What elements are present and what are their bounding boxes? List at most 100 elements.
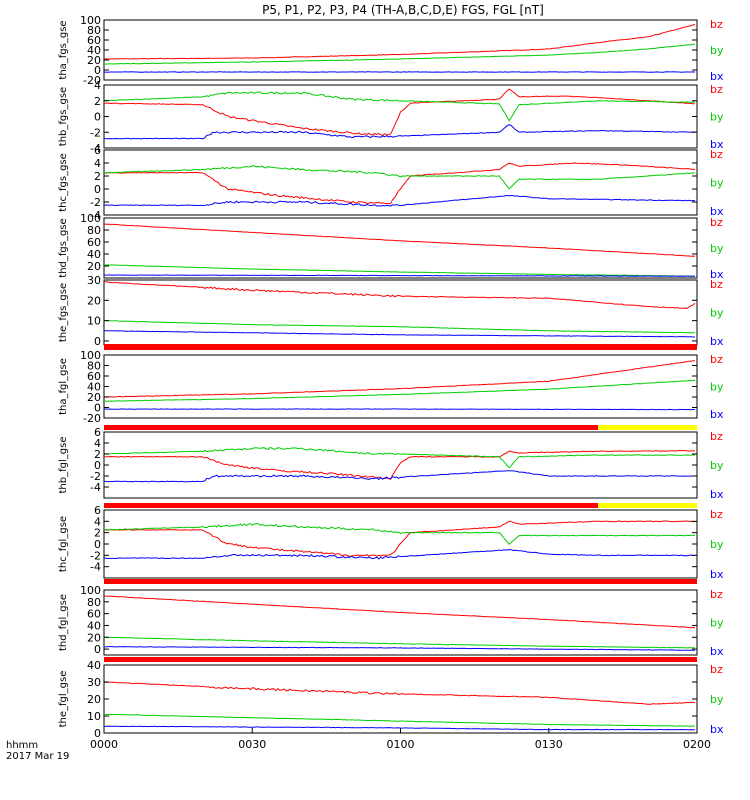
series-line-by <box>103 446 696 469</box>
y-tick-label: 6 <box>94 144 101 157</box>
status-bar-segment <box>598 503 697 508</box>
series-line-by <box>103 264 695 277</box>
panel-frame <box>103 217 698 279</box>
legend-bx: bx <box>710 568 724 581</box>
legend-by: by <box>710 44 724 57</box>
y-tick-label: 0 <box>94 335 101 348</box>
y-tick-label: -4 <box>90 561 101 574</box>
y-tick-label: -4 <box>90 481 101 494</box>
y-tick-label: 4 <box>94 515 101 528</box>
legend-bz: bz <box>710 83 723 96</box>
status-bar-segment <box>598 425 697 430</box>
y-axis-label: thb_fgl_gse <box>58 437 69 494</box>
series-line-bx <box>104 330 695 338</box>
series-line-bx <box>103 194 696 207</box>
y-tick-label: 2 <box>94 170 101 183</box>
y-tick-label: 60 <box>87 608 101 621</box>
legend-bx: bx <box>710 723 724 736</box>
series-line-by <box>103 43 696 65</box>
series-line-by <box>103 636 696 649</box>
panel-thb_fgs_gse: -4 -2 0 2 4 thb_fgs_gse bz by bx <box>58 79 724 155</box>
series-line-bz <box>103 360 696 398</box>
legend-bz: bz <box>710 663 723 676</box>
status-bar-segment <box>104 344 697 350</box>
y-tick-label: 100 <box>80 584 101 597</box>
y-tick-label: 30 <box>87 676 101 689</box>
series-line-bx <box>104 470 695 483</box>
legend-bz: bz <box>710 148 723 161</box>
legend-bx: bx <box>710 268 724 281</box>
legend-bz: bz <box>710 430 723 443</box>
legend-by: by <box>710 307 724 320</box>
y-tick-label: 30 <box>87 274 101 287</box>
legend-by: by <box>710 693 724 706</box>
panel-the_fgl_gse: 0 10 20 30 40 the_fgl_gse bz by bx <box>58 659 724 740</box>
legend-bz: bz <box>710 508 723 521</box>
y-axis-label: thb_fgs_gse <box>58 87 69 146</box>
series-line-bx <box>103 274 695 277</box>
series-line-by <box>103 91 695 122</box>
panel-the_fgs_gse: 0 10 20 30 the_fgs_gse bz by bx <box>58 274 724 348</box>
series-line-bx <box>104 646 696 651</box>
y-tick-label: 20 <box>87 693 101 706</box>
y-tick-label: 80 <box>87 24 101 37</box>
legend-bx: bx <box>710 408 724 421</box>
legend-by: by <box>710 111 724 124</box>
y-tick-label: 40 <box>87 44 101 57</box>
legend-bx: bx <box>710 645 724 658</box>
y-tick-label: -4 <box>90 209 101 222</box>
panel-frame <box>103 589 698 656</box>
y-tick-label: 0 <box>94 538 101 551</box>
y-axis-label: tha_fgs_gse <box>58 20 69 79</box>
status-bar-segment <box>104 503 599 508</box>
y-tick-label: 40 <box>87 659 101 672</box>
y-tick-label: 80 <box>87 224 101 237</box>
x-tick-label: 0030 <box>238 738 266 751</box>
legend-by: by <box>710 381 724 394</box>
y-tick-label: -2 <box>90 196 101 209</box>
legend-bz: bz <box>710 18 723 31</box>
legend-bx: bx <box>710 70 724 83</box>
series-line-bx <box>103 725 696 731</box>
y-tick-label: 60 <box>87 34 101 47</box>
y-tick-label: 60 <box>87 236 101 249</box>
series-line-bz <box>103 449 696 480</box>
y-tick-label: 80 <box>87 360 101 373</box>
y-tick-label: -2 <box>90 549 101 562</box>
legend-by: by <box>710 617 724 630</box>
y-axis-label: the_fgl_gse <box>58 671 69 728</box>
legend-bx: bx <box>710 488 724 501</box>
legend-by: by <box>710 538 724 551</box>
y-tick-label: -2 <box>90 126 101 139</box>
legend-bx: bx <box>710 138 724 151</box>
y-tick-label: -4 <box>90 142 101 155</box>
y-tick-label: 6 <box>94 426 101 439</box>
series-line-bx <box>103 549 696 560</box>
y-tick-label: 0 <box>94 459 101 472</box>
y-axis-label: thc_fgl_gse <box>58 516 69 572</box>
legend-bz: bz <box>710 353 723 366</box>
y-tick-label: 10 <box>87 315 101 328</box>
y-tick-label: 4 <box>94 157 101 170</box>
panel-frame <box>103 664 698 734</box>
y-axis-label: thd_fgl_gse <box>58 594 69 651</box>
x-tick-label: 0000 <box>90 738 118 751</box>
x-tick-label: 0100 <box>387 738 415 751</box>
series-line-bz <box>103 223 696 257</box>
series-line-bz <box>103 520 695 557</box>
y-tick-label: 2 <box>94 448 101 461</box>
y-tick-label: -2 <box>90 470 101 483</box>
series-line-bz <box>103 681 696 705</box>
status-bar-segment <box>104 579 697 584</box>
legend-bz: bz <box>710 278 723 291</box>
legend-by: by <box>710 459 724 472</box>
status-bar-segment <box>104 657 697 662</box>
y-tick-label: 100 <box>80 349 101 362</box>
series-line-by <box>103 165 696 190</box>
y-tick-label: 80 <box>87 596 101 609</box>
